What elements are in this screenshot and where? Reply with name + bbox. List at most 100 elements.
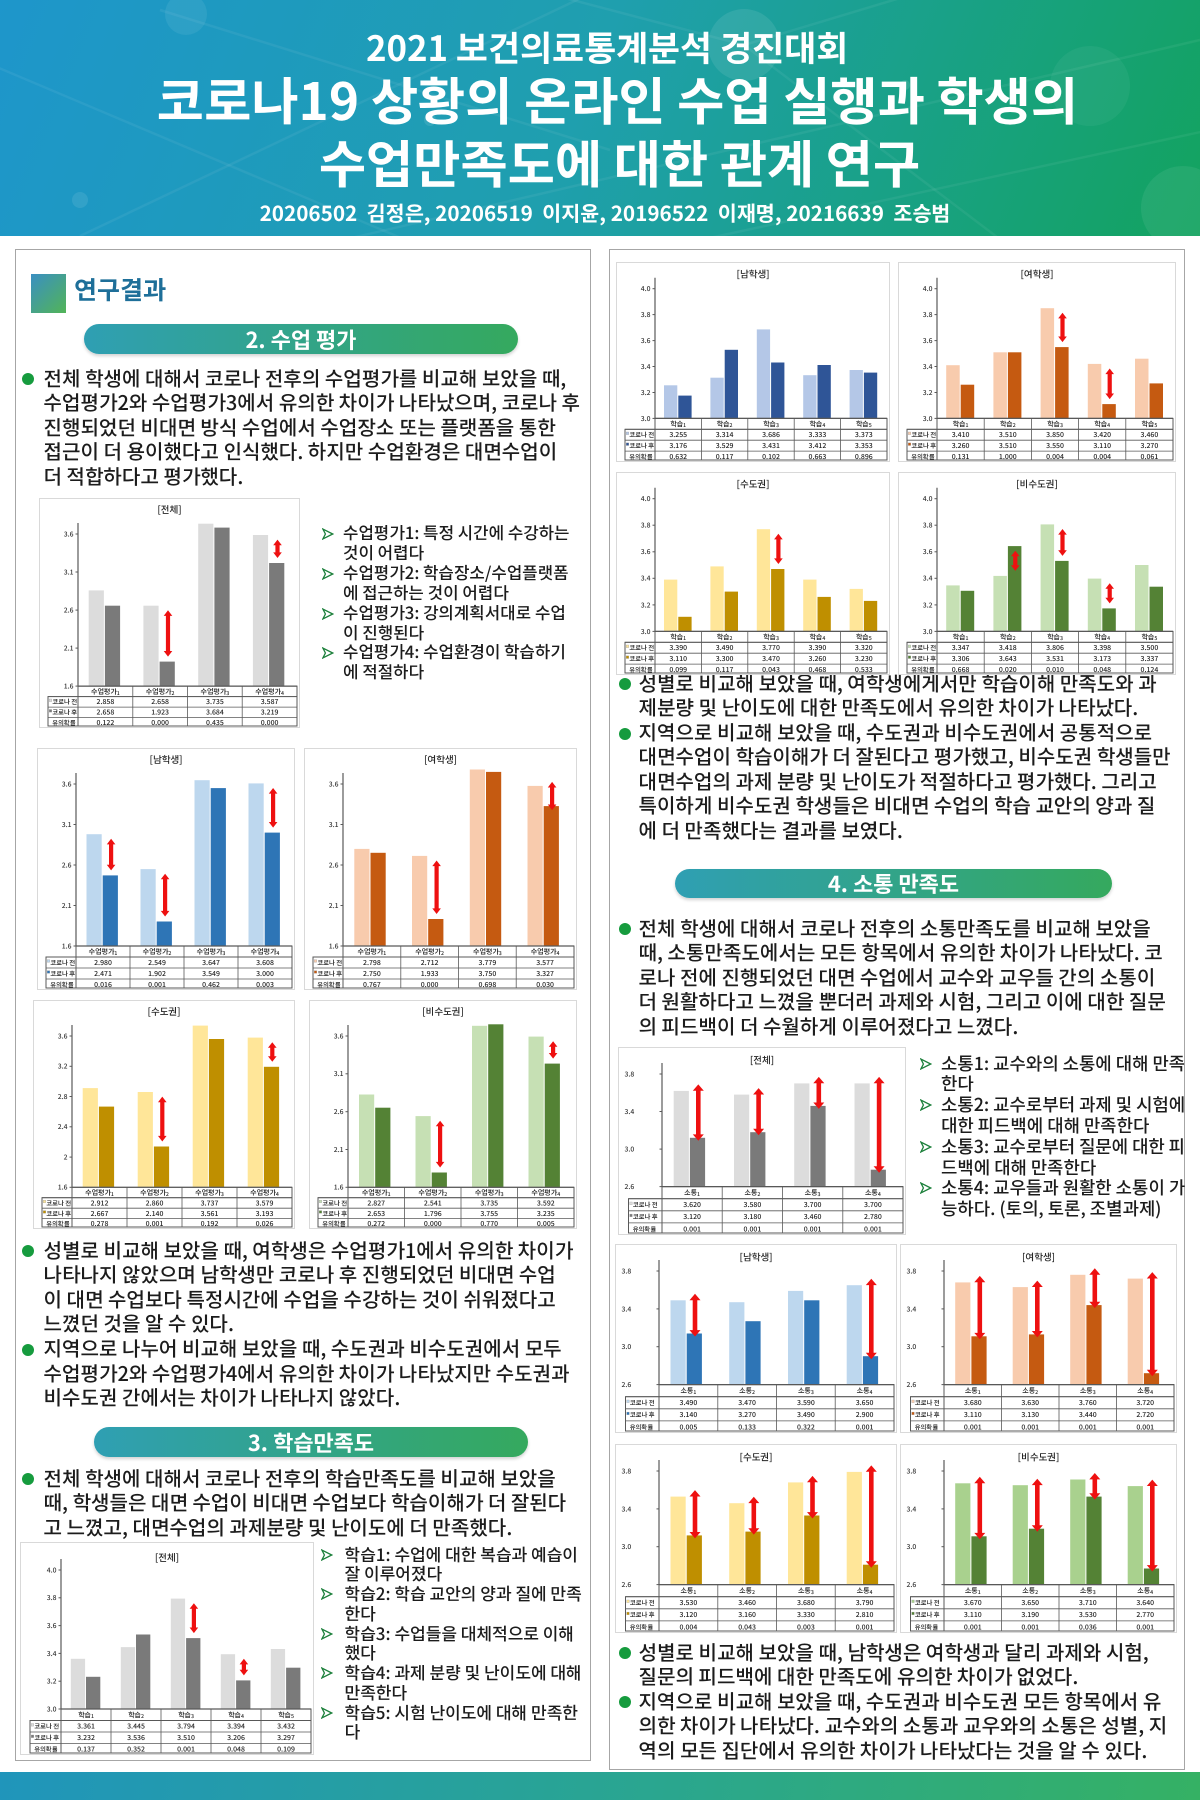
svg-text:학습4: 학습4 [1094, 632, 1110, 642]
svg-text:학습4: 학습4 [1094, 419, 1110, 429]
svg-text:3.510: 3.510 [177, 1732, 195, 1742]
svg-text:유의확률: 유의확률 [50, 980, 75, 989]
svg-text:2.980: 2.980 [94, 957, 112, 967]
svg-text:코로나 전: 코로나 전 [915, 1598, 940, 1607]
svg-text:수업평가4: 수업평가4 [250, 1188, 279, 1198]
svg-text:3.710: 3.710 [1079, 1597, 1097, 1607]
svg-text:3.190: 3.190 [1021, 1609, 1039, 1619]
svg-text:2.1: 2.1 [62, 900, 72, 910]
svg-text:학습2: 학습2 [1000, 419, 1016, 429]
svg-text:0.026: 0.026 [256, 1218, 274, 1228]
svg-text:0.117: 0.117 [716, 664, 734, 674]
svg-text:3.700: 3.700 [804, 1199, 822, 1209]
svg-text:3.232: 3.232 [77, 1732, 95, 1742]
svg-text:0.048: 0.048 [1093, 664, 1111, 674]
svg-text:0.004: 0.004 [1093, 451, 1111, 461]
svg-text:3.750: 3.750 [479, 968, 497, 978]
svg-text:3.6: 3.6 [329, 778, 339, 788]
svg-text:3.270: 3.270 [1141, 440, 1159, 450]
svg-text:1.6: 1.6 [64, 681, 74, 691]
svg-text:3.4: 3.4 [622, 1503, 632, 1513]
svg-text:3.347: 3.347 [952, 642, 970, 652]
svg-text:코로나 후: 코로나 후 [46, 1209, 71, 1218]
svg-text:3.0: 3.0 [625, 1144, 635, 1154]
svg-text:3.536: 3.536 [127, 1732, 145, 1742]
svg-text:3.8: 3.8 [622, 1465, 632, 1475]
svg-text:[비수도권]: [비수도권] [422, 1004, 464, 1018]
svg-text:0.278: 0.278 [91, 1218, 109, 1228]
svg-text:0.272: 0.272 [367, 1218, 385, 1228]
svg-text:3.219: 3.219 [261, 707, 279, 717]
svg-text:0.468: 0.468 [809, 664, 827, 674]
svg-text:코로나 전: 코로나 전 [629, 430, 654, 439]
svg-text:1.902: 1.902 [148, 968, 166, 978]
svg-text:2.750: 2.750 [363, 968, 381, 978]
svg-text:코로나 후: 코로나 후 [34, 1733, 59, 1742]
svg-text:2.667: 2.667 [91, 1208, 109, 1218]
svg-text:4.0: 4.0 [641, 493, 651, 503]
svg-text:[남학생]: [남학생] [150, 752, 183, 766]
svg-text:2.6: 2.6 [625, 1181, 635, 1191]
svg-text:[수도권]: [수도권] [737, 477, 770, 491]
svg-text:3.0: 3.0 [641, 626, 651, 636]
svg-text:코로나 후: 코로나 후 [50, 969, 75, 978]
svg-text:0.663: 0.663 [809, 451, 827, 461]
svg-text:3.420: 3.420 [1093, 429, 1111, 439]
svg-text:3.760: 3.760 [1079, 1397, 1097, 1407]
svg-text:3.300: 3.300 [716, 653, 734, 663]
svg-text:수업평가4: 수업평가4 [531, 1188, 560, 1198]
svg-text:2.860: 2.860 [146, 1197, 164, 1207]
svg-text:4.0: 4.0 [641, 283, 651, 293]
svg-text:3.255: 3.255 [669, 429, 687, 439]
svg-text:3.394: 3.394 [227, 1721, 245, 1731]
svg-text:수업평가2: 수업평가2 [146, 687, 175, 697]
svg-text:학습1: 학습1 [670, 419, 686, 429]
svg-text:3.8: 3.8 [923, 520, 933, 530]
svg-text:소통4: 소통4 [1137, 1586, 1153, 1596]
svg-text:3.490: 3.490 [680, 1397, 698, 1407]
svg-text:[여학생]: [여학생] [1021, 267, 1054, 281]
svg-text:코로나 후: 코로나 후 [629, 441, 654, 450]
svg-text:0.001: 0.001 [1079, 1421, 1097, 1431]
svg-text:3.790: 3.790 [856, 1597, 874, 1607]
svg-text:3.412: 3.412 [809, 440, 827, 450]
svg-text:학습3: 학습3 [1047, 419, 1063, 429]
svg-text:학습2: 학습2 [128, 1710, 144, 1720]
svg-text:3.0: 3.0 [907, 1541, 917, 1551]
svg-text:3.735: 3.735 [480, 1197, 498, 1207]
svg-text:3.0: 3.0 [622, 1341, 632, 1351]
svg-text:3.529: 3.529 [716, 440, 734, 450]
svg-text:3.6: 3.6 [62, 778, 72, 788]
svg-text:0.001: 0.001 [804, 1223, 822, 1233]
svg-text:3.8: 3.8 [622, 1265, 632, 1275]
svg-text:2.6: 2.6 [334, 1106, 344, 1116]
svg-text:3.1: 3.1 [329, 819, 339, 829]
svg-text:3.6: 3.6 [64, 528, 74, 538]
svg-text:3.8: 3.8 [923, 309, 933, 319]
svg-text:[수도권]: [수도권] [148, 1004, 181, 1018]
svg-text:3.160: 3.160 [738, 1609, 756, 1619]
svg-text:3.580: 3.580 [744, 1199, 762, 1209]
svg-text:수업평가1: 수업평가1 [358, 947, 387, 957]
svg-text:수업평가4: 수업평가4 [251, 947, 280, 957]
svg-text:2.810: 2.810 [856, 1609, 874, 1619]
svg-text:2.6: 2.6 [907, 1579, 917, 1589]
svg-text:3.4: 3.4 [47, 1648, 57, 1658]
svg-text:소통2: 소통2 [744, 1188, 760, 1198]
svg-text:코로나 전: 코로나 전 [630, 1598, 655, 1607]
svg-text:[수도권]: [수도권] [740, 1449, 773, 1463]
svg-text:0.004: 0.004 [680, 1621, 698, 1631]
svg-text:코로나 전: 코로나 전 [52, 697, 77, 706]
svg-text:3.2: 3.2 [923, 387, 933, 397]
svg-text:0.061: 0.061 [1141, 451, 1159, 461]
svg-text:2: 2 [64, 1152, 68, 1162]
svg-text:학습1: 학습1 [953, 632, 969, 642]
svg-text:수업평가2: 수업평가2 [418, 1188, 447, 1198]
svg-text:코로나 전: 코로나 전 [322, 1198, 347, 1207]
svg-text:3.640: 3.640 [1136, 1597, 1154, 1607]
svg-text:유의확률: 유의확률 [629, 665, 654, 674]
svg-text:0.003: 0.003 [797, 1621, 815, 1631]
svg-text:수업평가3: 수업평가3 [475, 1188, 504, 1198]
svg-text:3.720: 3.720 [1136, 1397, 1154, 1407]
svg-text:3.320: 3.320 [855, 642, 873, 652]
